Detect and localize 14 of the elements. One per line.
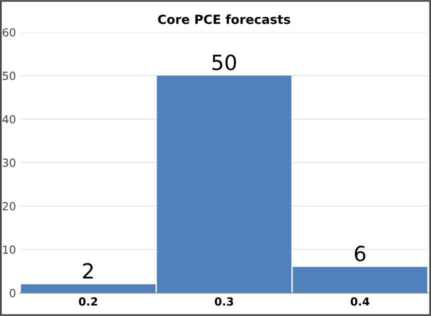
y-tick-label: 40: [2, 115, 16, 124]
data-label: 2: [83, 263, 93, 279]
y-tick-label: 50: [2, 72, 16, 80]
data-label: 50: [212, 54, 236, 70]
y-tick-label: 60: [2, 28, 16, 37]
data-label: 6: [354, 246, 366, 262]
y-tick-label: 0: [10, 288, 16, 298]
x-tick-label: 0.3: [214, 297, 234, 306]
x-tick-label: 0.2: [78, 297, 98, 306]
x-tick-label: 0.4: [350, 297, 370, 306]
y-tick-label: 30: [2, 158, 16, 167]
y-tick-label: 10: [3, 245, 16, 254]
y-tick-label: 20: [2, 202, 16, 210]
chart-title: Core PCE forecasts: [158, 14, 290, 24]
